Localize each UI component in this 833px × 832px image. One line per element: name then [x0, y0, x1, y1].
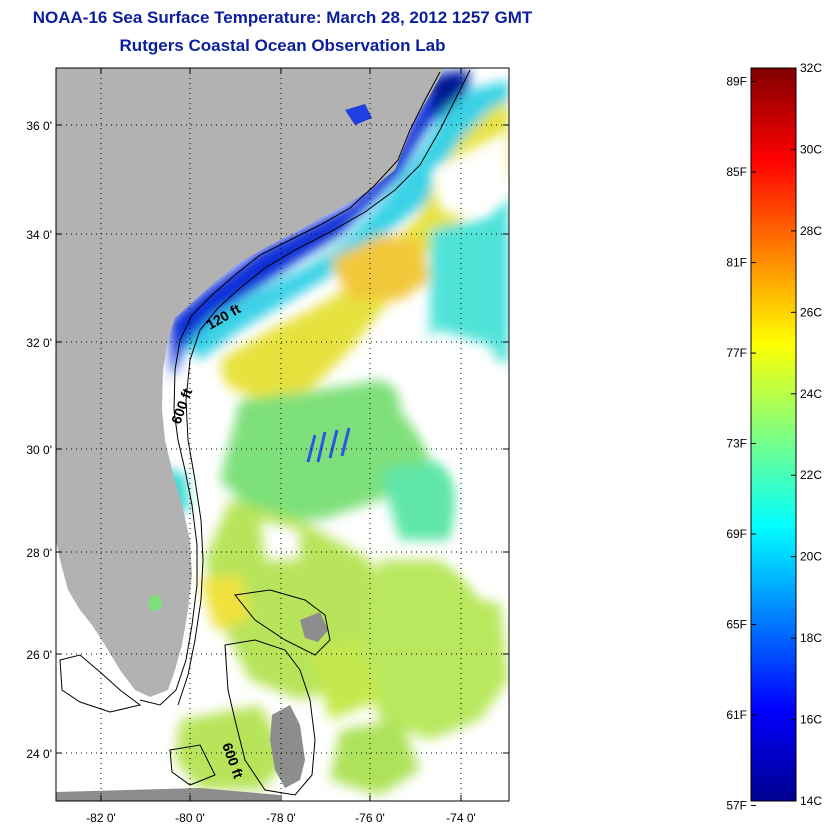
celsius-label: 20C — [800, 550, 822, 564]
fahrenheit-label: 61F — [726, 708, 747, 722]
celsius-label: 26C — [800, 305, 822, 319]
lon-label: -80 0' — [175, 811, 205, 825]
celsius-label: 30C — [800, 142, 822, 156]
sound-water — [345, 104, 372, 125]
fahrenheit-label: 77F — [726, 346, 747, 360]
sst-field: 120 ft 600 ft 600 ft — [56, 68, 509, 801]
celsius-label: 24C — [800, 387, 822, 401]
fahrenheit-label: 89F — [726, 75, 747, 89]
lon-label: -76 0' — [355, 811, 385, 825]
celsius-label: 28C — [800, 224, 822, 238]
contour-bahamas-north — [234, 589, 331, 656]
lat-label: 32 0' — [26, 336, 52, 350]
lat-label: 28 0' — [26, 546, 52, 560]
land-bahamas — [270, 705, 305, 788]
land-cuba-edge — [56, 788, 280, 801]
lon-label: -78 0' — [266, 811, 296, 825]
celsius-label: 32C — [800, 61, 822, 75]
fahrenheit-labels: 89F 85F 81F 77F 73F 69F 65F 61F 57F — [726, 75, 747, 813]
temperature-colorbar — [750, 67, 797, 802]
latitude-labels: 36 0' 34 0' 32 0' 30 0' 28 0' 26 0' 24 0… — [26, 119, 52, 761]
celsius-label: 16C — [800, 713, 822, 727]
lon-label: -74 0' — [446, 811, 476, 825]
lake-okeechobee — [148, 595, 162, 611]
fahrenheit-label: 73F — [726, 437, 747, 451]
lat-label: 30 0' — [26, 443, 52, 457]
map-title: NOAA-16 Sea Surface Temperature: March 2… — [32, 8, 533, 27]
land-us-southeast — [56, 68, 445, 697]
lon-label: -82 0' — [86, 811, 116, 825]
fahrenheit-label: 57F — [726, 799, 747, 813]
lat-label: 34 0' — [26, 228, 52, 242]
fahrenheit-label: 85F — [726, 165, 747, 179]
celsius-labels: 32C 30C 28C 26C 24C 22C 20C 18C 16C 14C — [800, 61, 822, 808]
cloud-mask — [175, 130, 509, 600]
contour-bahamas — [224, 639, 316, 796]
lat-label: 24 0' — [26, 747, 52, 761]
contour-120ft — [139, 71, 441, 706]
map-subtitle: Rutgers Coastal Ocean Observation Lab — [119, 36, 446, 55]
lat-label: 36 0' — [26, 119, 52, 133]
celsius-label: 14C — [800, 794, 822, 808]
lat-label: 26 0' — [26, 648, 52, 662]
fahrenheit-label: 81F — [726, 256, 747, 270]
fahrenheit-label: 65F — [726, 618, 747, 632]
contour-keys — [59, 654, 142, 713]
fahrenheit-label: 69F — [726, 527, 747, 541]
graticule — [56, 68, 509, 801]
contour-cuba — [169, 744, 216, 786]
celsius-label: 18C — [800, 631, 822, 645]
celsius-label: 22C — [800, 468, 822, 482]
colorbar-ticks — [751, 67, 796, 807]
longitude-labels: -82 0' -80 0' -78 0' -76 0' -74 0' — [86, 811, 476, 825]
land-bahamas-north — [300, 612, 328, 642]
map-frame — [55, 67, 510, 802]
contour-600ft — [177, 69, 471, 706]
axis-ticks — [56, 68, 509, 801]
